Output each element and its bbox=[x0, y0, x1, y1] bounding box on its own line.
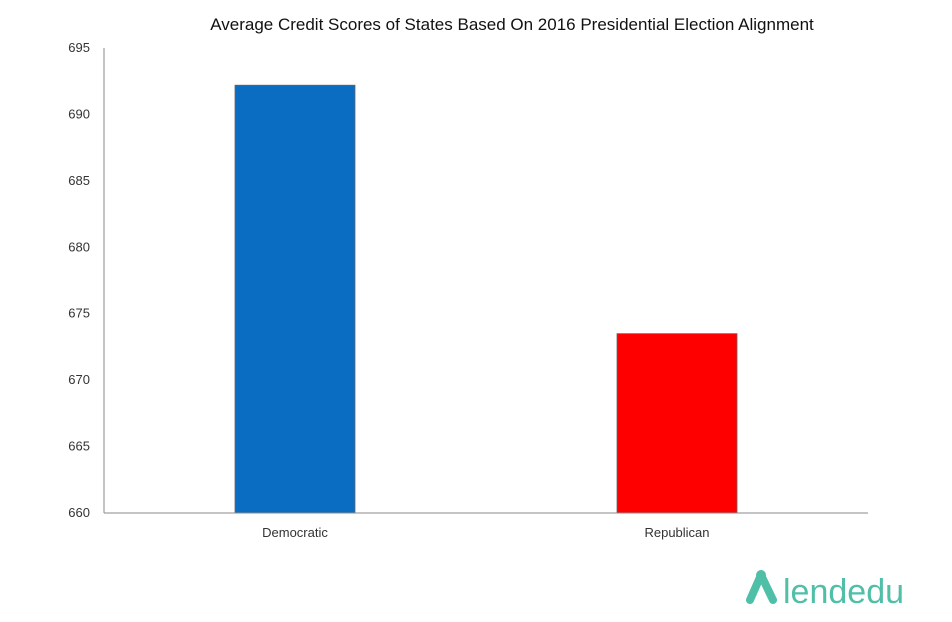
y-tick-label: 695 bbox=[68, 40, 90, 55]
x-tick-label: Democratic bbox=[262, 525, 328, 540]
y-tick-label: 690 bbox=[68, 106, 90, 121]
x-axis-labels: Democratic Republican bbox=[262, 525, 709, 540]
y-tick-label: 675 bbox=[68, 306, 90, 321]
bar-democratic bbox=[234, 84, 356, 514]
y-tick-label: 665 bbox=[68, 439, 90, 454]
y-tick-label: 670 bbox=[68, 372, 90, 387]
lendedu-mark-icon bbox=[746, 570, 777, 604]
lendedu-wordmark: lendedu bbox=[783, 573, 904, 611]
y-tick-label: 660 bbox=[68, 505, 90, 520]
y-tick-label: 680 bbox=[68, 239, 90, 254]
chart-title: Average Credit Scores of States Based On… bbox=[210, 15, 814, 34]
bar-republican bbox=[616, 333, 738, 514]
lendedu-logo: lendedu bbox=[746, 570, 904, 611]
y-axis-ticks: 660 665 670 675 680 685 690 695 bbox=[68, 40, 90, 520]
y-tick-label: 685 bbox=[68, 173, 90, 188]
bars bbox=[234, 84, 738, 514]
x-tick-label: Republican bbox=[644, 525, 709, 540]
